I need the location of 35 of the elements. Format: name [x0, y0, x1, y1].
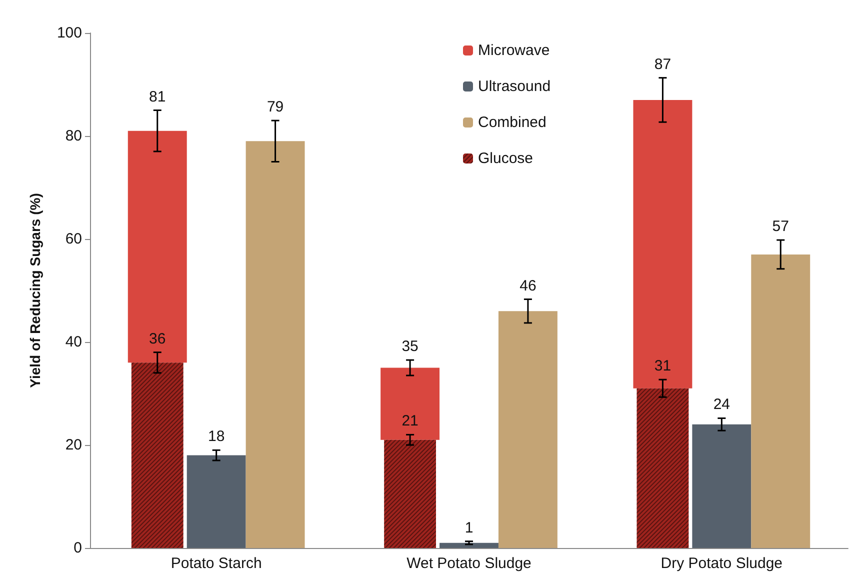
data-label: 87 — [654, 56, 672, 73]
y-tick-label: 100 — [56, 24, 82, 42]
data-label: 18 — [208, 428, 225, 446]
data-label: 46 — [520, 277, 536, 294]
x-tick-label: Potato Starch — [170, 555, 262, 572]
data-label: 35 — [402, 338, 418, 356]
data-label: 36 — [149, 330, 166, 348]
y-tick-label: 80 — [65, 128, 82, 144]
y-tick-label: 40 — [65, 334, 82, 350]
legend-label: Microwave — [478, 42, 550, 59]
data-label: 81 — [149, 88, 166, 106]
legend-label: Ultrasound — [478, 78, 551, 95]
bar — [440, 542, 498, 548]
data-label: 21 — [402, 412, 418, 430]
data-label: 24 — [713, 396, 730, 414]
y-axis-title: Yield of Reducing Sugars (%) — [27, 193, 43, 388]
bar — [633, 100, 692, 388]
bar — [692, 424, 752, 548]
x-tick-label: Wet Potato Sludge — [406, 555, 532, 572]
bar — [751, 254, 810, 548]
data-label: 31 — [654, 358, 672, 375]
data-label: 79 — [266, 98, 284, 116]
legend-label: Combined — [478, 114, 546, 131]
bar — [498, 311, 558, 548]
bar — [186, 455, 246, 548]
x-tick-label: Dry Potato Sludge — [660, 555, 783, 572]
y-tick-label: 60 — [65, 230, 82, 248]
bar — [246, 141, 305, 548]
data-label: 1 — [464, 519, 474, 536]
legend-label: Glucose — [478, 150, 534, 167]
y-tick-label: 0 — [74, 540, 82, 556]
y-tick-label: 20 — [65, 436, 82, 454]
bar — [128, 130, 187, 363]
bar — [380, 368, 440, 440]
data-label: 57 — [772, 218, 789, 236]
